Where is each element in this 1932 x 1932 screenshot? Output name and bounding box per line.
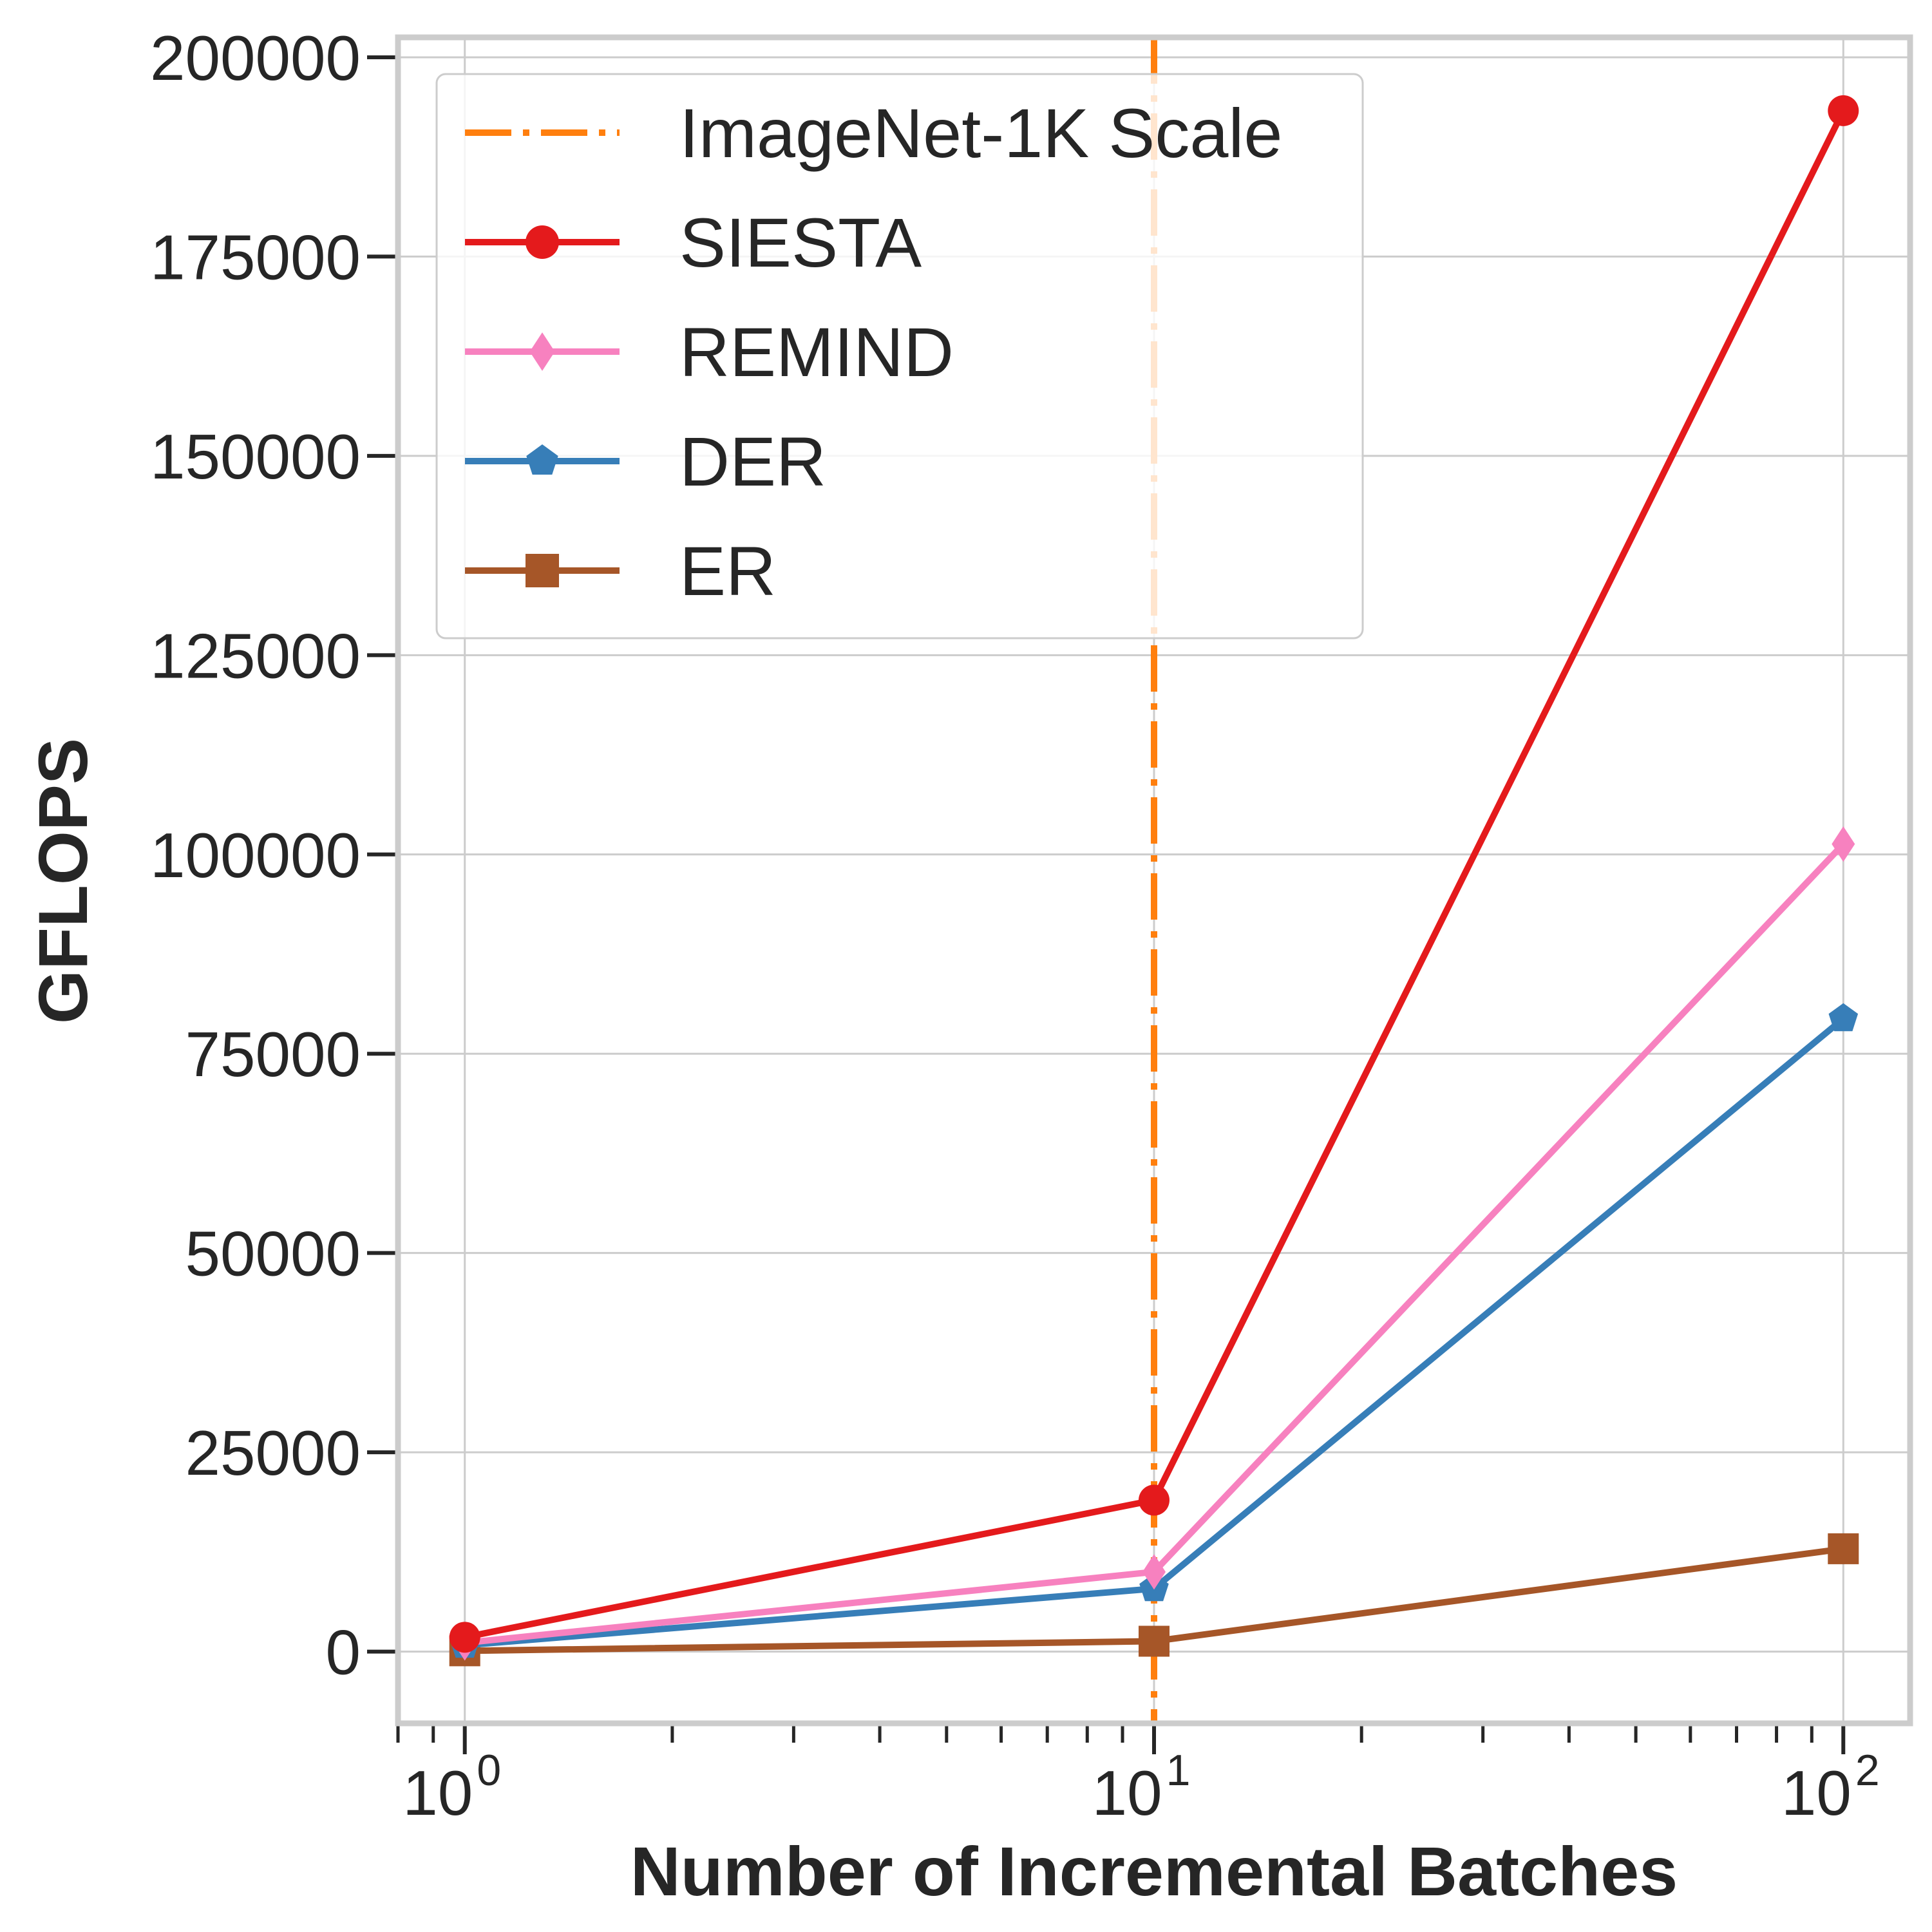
- plot-area: [449, 37, 1859, 1723]
- x-axis-title: Number of Incremental Batches: [630, 1832, 1678, 1910]
- legend-marker-remind: [529, 332, 555, 371]
- data-point-remind: [1832, 826, 1855, 862]
- legend-marker-der: [526, 444, 558, 475]
- data-point-er: [1139, 1625, 1170, 1657]
- x-tick-exponent: 0: [477, 1746, 501, 1795]
- y-axis: 0 25000 50000 75000 100000 125000 150000 175000…: [150, 23, 398, 1688]
- legend-marker-siesta: [526, 225, 559, 259]
- y-tick-label: 25000: [185, 1417, 361, 1488]
- y-tick-label: 100000: [150, 820, 361, 891]
- legend-label-er: ER: [679, 532, 776, 610]
- y-tick-label: 50000: [185, 1218, 361, 1289]
- x-axis: 100 101 102: [396, 1723, 1880, 1828]
- legend-label-siesta: SIESTA: [679, 204, 922, 281]
- y-tick-label: 0: [325, 1617, 361, 1688]
- x-tick-exponent: 2: [1855, 1746, 1880, 1795]
- legend-label-der: DER: [679, 422, 826, 500]
- y-tick-label: 125000: [150, 620, 361, 691]
- legend: ImageNet-1K Scale SIESTA REMIND DER ER: [435, 73, 1364, 639]
- y-tick-label: 150000: [150, 421, 361, 492]
- x-tick-exponent: 1: [1166, 1746, 1191, 1795]
- data-point-siesta: [449, 1622, 480, 1653]
- y-tick-label: 75000: [185, 1019, 361, 1090]
- data-point-siesta: [1139, 1484, 1170, 1516]
- plot-frame: [395, 34, 1913, 1727]
- data-point-remind: [1142, 1554, 1166, 1590]
- data-point-der: [1828, 1003, 1859, 1032]
- y-tick-label: 200000: [150, 23, 361, 93]
- legend-label-remind: REMIND: [679, 313, 954, 391]
- y-axis-title: GFLOPS: [24, 738, 102, 1024]
- data-point-siesta: [1828, 95, 1859, 126]
- legend-frame: [435, 73, 1364, 639]
- legend-marker-er: [526, 554, 559, 587]
- data-point-er: [1828, 1533, 1859, 1564]
- y-tick-label: 175000: [150, 222, 361, 292]
- legend-label-imagenet-1k-scale: ImageNet-1K Scale: [679, 94, 1282, 172]
